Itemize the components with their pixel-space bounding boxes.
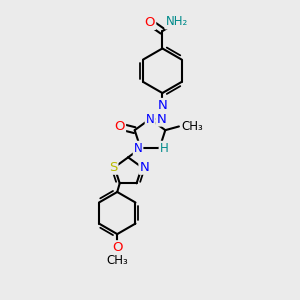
Text: N: N bbox=[134, 142, 142, 155]
Text: N: N bbox=[140, 161, 149, 174]
Text: N: N bbox=[158, 99, 167, 112]
Text: O: O bbox=[112, 241, 122, 254]
Text: N: N bbox=[146, 112, 154, 125]
Text: O: O bbox=[115, 120, 125, 133]
Text: S: S bbox=[109, 161, 117, 174]
Text: O: O bbox=[145, 16, 155, 29]
Text: H: H bbox=[160, 142, 168, 155]
Text: NH₂: NH₂ bbox=[165, 15, 188, 28]
Text: CH₃: CH₃ bbox=[106, 254, 128, 267]
Text: N: N bbox=[156, 112, 166, 125]
Text: CH₃: CH₃ bbox=[182, 120, 203, 133]
